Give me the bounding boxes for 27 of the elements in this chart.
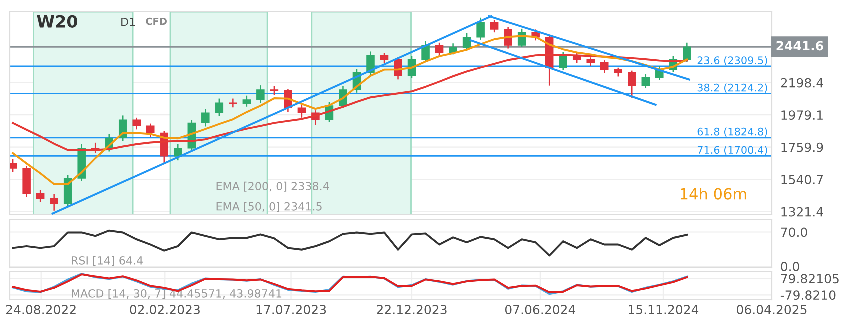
x-tick-label: 07.06.2024 — [505, 305, 576, 315]
annotation: MACD [14, 30, 7] 44.45571, 43.98741 — [72, 289, 282, 300]
y-tick-label: 79.82105 — [781, 274, 839, 284]
ref-line-label: 71.6 (1700.4) — [698, 146, 768, 156]
x-tick-label: 17.07.2023 — [256, 305, 326, 315]
y-tick-label: 1979.1 — [782, 110, 823, 120]
x-tick-label: 06.04.2025 — [737, 305, 807, 315]
y-tick-label: 0.0 — [781, 262, 800, 272]
y-tick-label: 2198.4 — [781, 78, 824, 88]
annotation: RSI [14] 64.4 — [72, 256, 143, 266]
x-tick-label: 15.11.2024 — [629, 305, 699, 315]
y-tick-label: -79.8210 — [780, 290, 836, 300]
x-tick-label: 24.08.2022 — [6, 305, 76, 315]
y-tick-label: 1540.7 — [782, 175, 824, 185]
ref-line-label: 2441.6 — [776, 41, 824, 51]
ref-line-label: 38.2 (2124.2) — [698, 84, 768, 93]
annotation: CFD — [146, 18, 167, 26]
y-tick-label: 1759.9 — [782, 142, 824, 152]
y-tick-label: 70.0 — [781, 228, 808, 238]
ref-line-label: 23.6 (2309.5) — [698, 56, 768, 66]
y-tick-label: 1321.4 — [782, 207, 824, 217]
chart-title: W20 — [37, 15, 78, 28]
ref-line-label: 61.8 (1824.8) — [698, 128, 768, 138]
x-tick-label: 02.02.2023 — [130, 305, 200, 315]
annotation: 14h 06m — [680, 188, 746, 200]
x-tick-label: 22.12.2023 — [377, 305, 447, 315]
annotation: D1 — [122, 18, 136, 26]
